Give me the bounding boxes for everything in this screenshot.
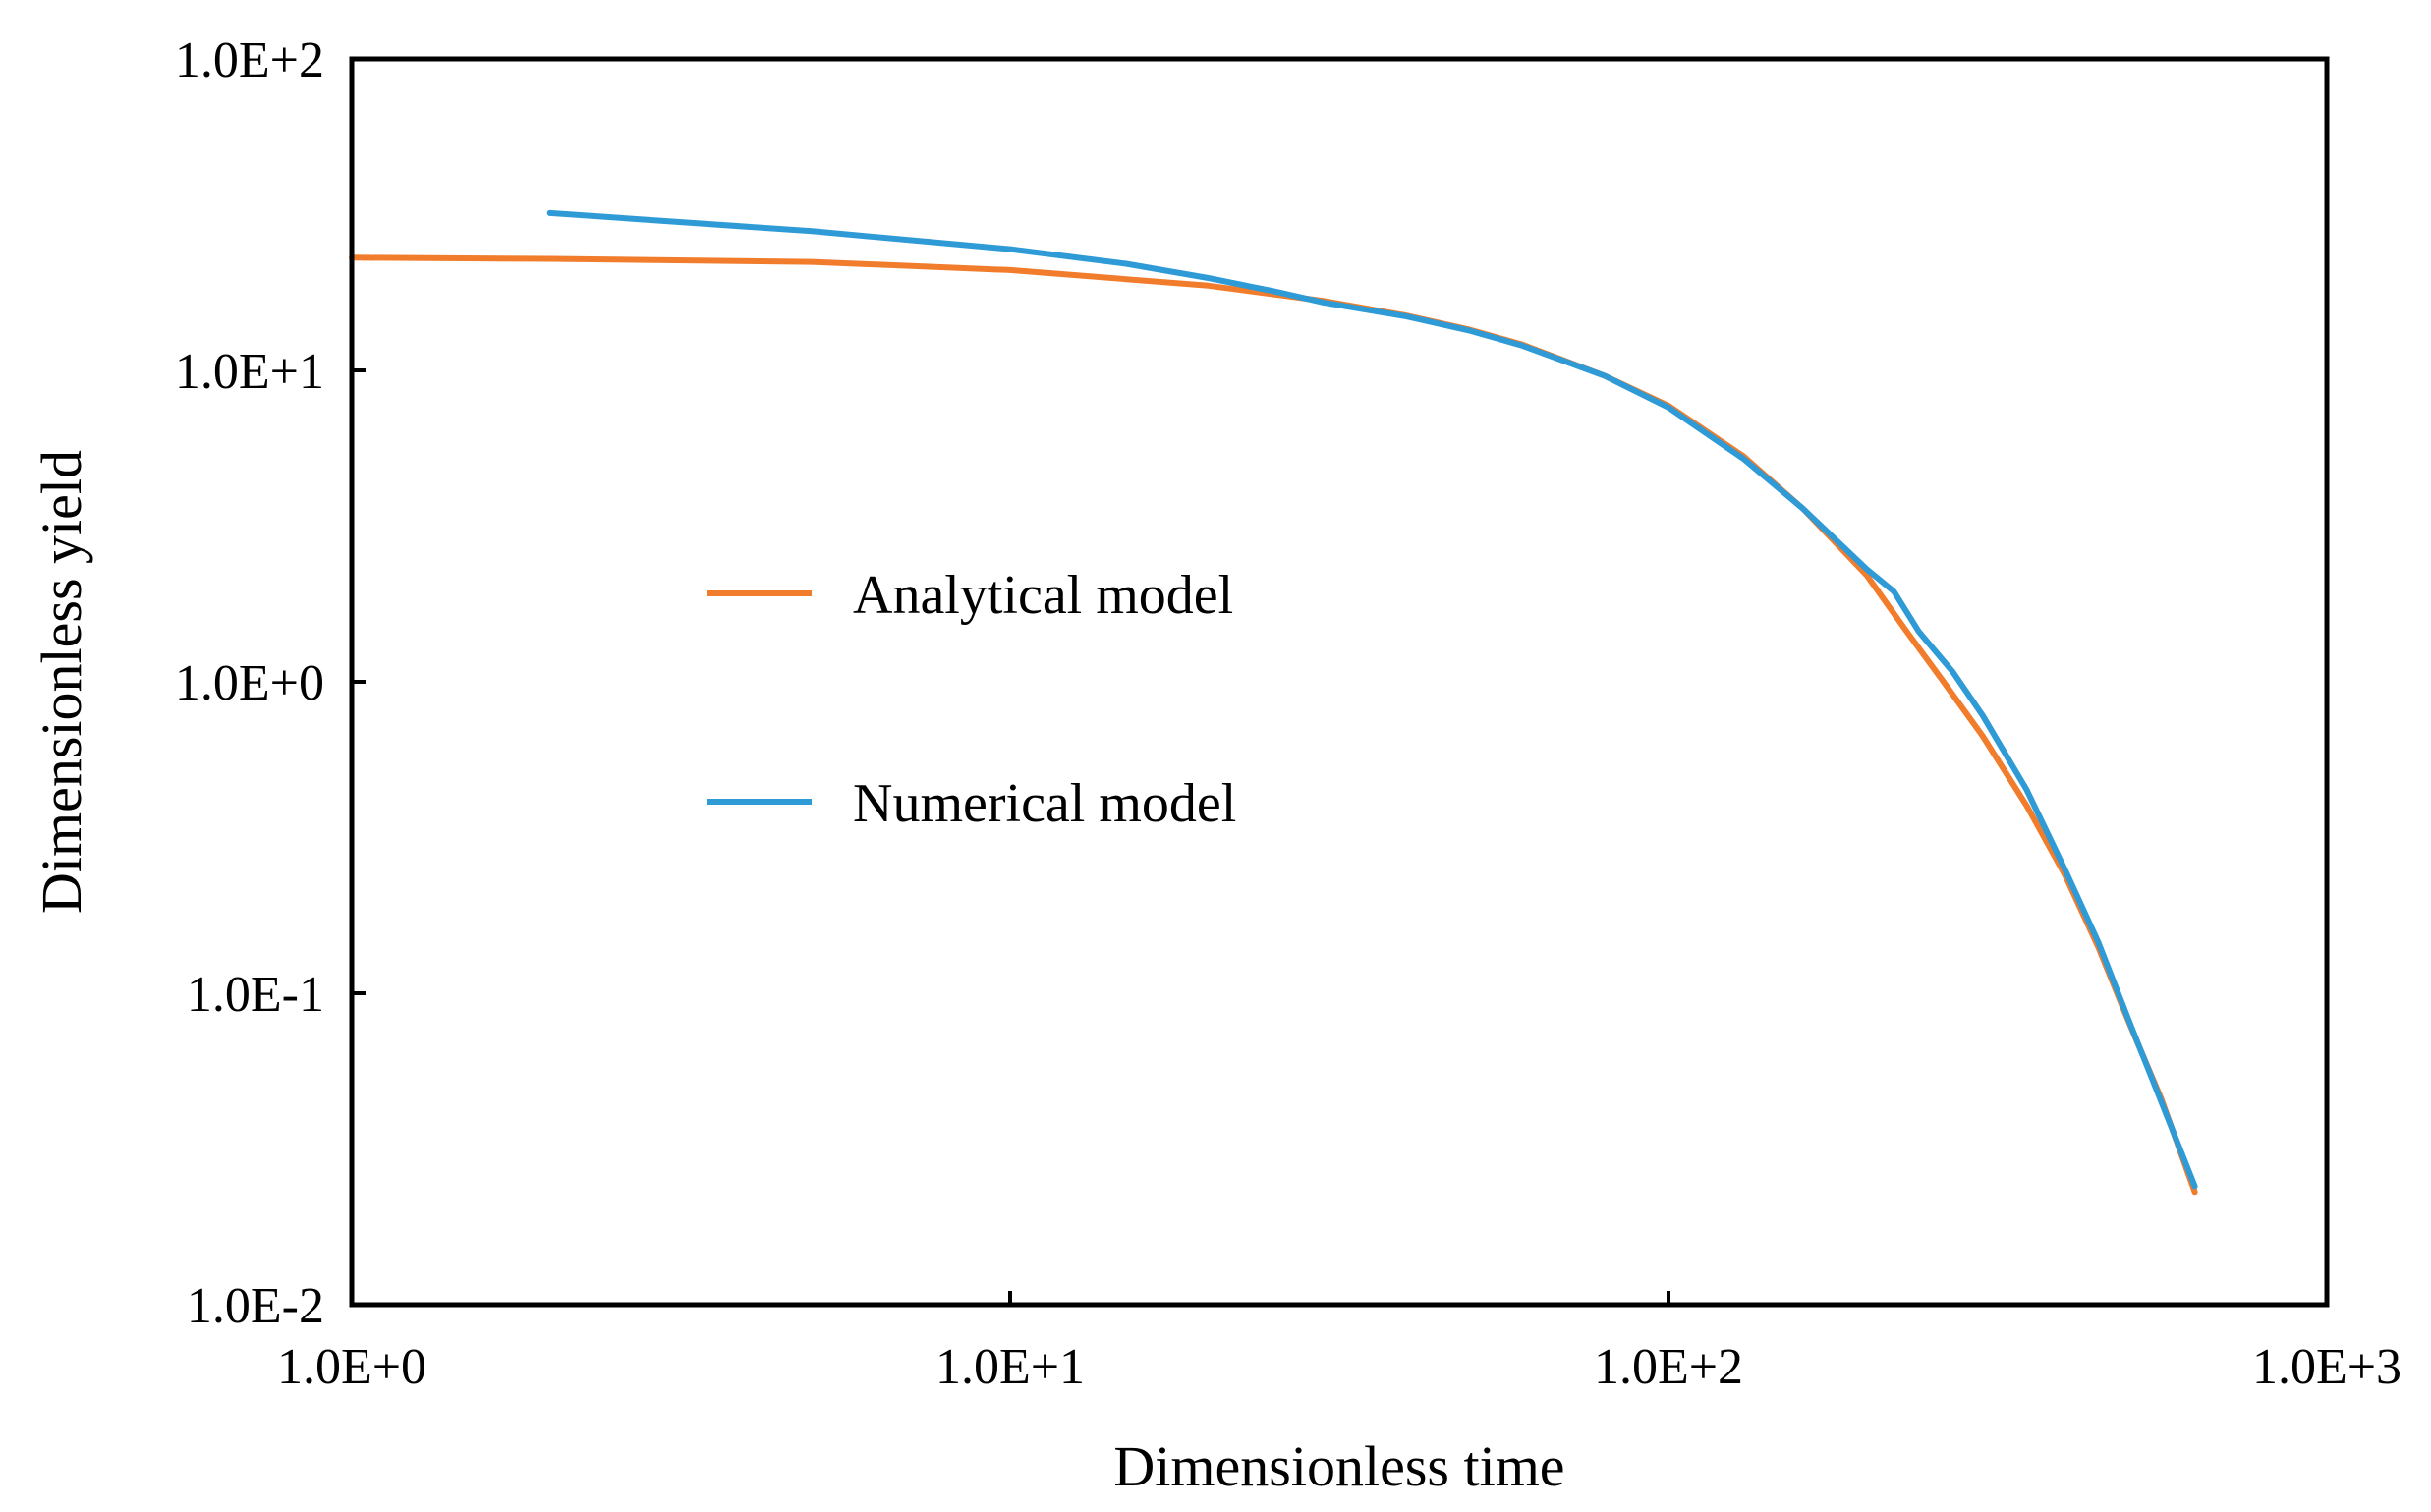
series-line-numerical-model: [546, 209, 2198, 1190]
ticks-layer: 1.0E+0 1.0E+1 1.0E+2 1.0E+3 1.0E+2 1.0E+1 1.0E…: [175, 32, 2402, 1395]
y-tick-label: 1.0E-2: [187, 1278, 324, 1334]
x-tick-label: 1.0E+2: [1594, 1339, 1743, 1395]
y-tick-label: 1.0E+1: [175, 344, 324, 400]
x-axis-title: Dimensionless time: [1113, 1434, 1564, 1498]
series-layer: [349, 209, 2198, 1196]
y-tick-label: 1.0E+2: [175, 32, 324, 88]
legend-label-numerical-model: Numerical model: [853, 773, 1236, 834]
y-tick-label: 1.0E-1: [187, 967, 324, 1023]
x-tick-label: 1.0E+1: [935, 1339, 1085, 1395]
y-tick-label: 1.0E+0: [175, 655, 324, 711]
legend-label-analytical-model: Analytical model: [853, 565, 1233, 626]
x-tick-label: 1.0E+3: [2252, 1339, 2402, 1395]
y-axis-title: Dimensionless yield: [29, 450, 93, 914]
x-tick-label: 1.0E+0: [277, 1339, 426, 1395]
legend: Analytical model Numerical model: [707, 565, 1236, 834]
